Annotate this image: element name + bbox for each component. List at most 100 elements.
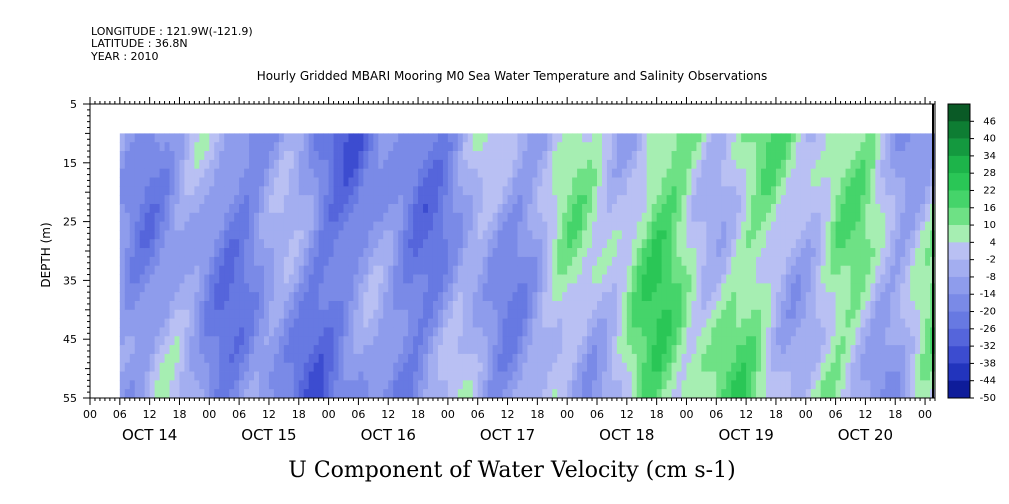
heatmap-cell <box>437 389 444 399</box>
heatmap-cell <box>259 274 265 284</box>
heatmap-cell <box>219 177 225 187</box>
heatmap-cell <box>761 203 767 214</box>
heatmap-cell <box>174 353 180 364</box>
heatmap-cell <box>522 151 528 161</box>
heatmap-cell <box>656 380 663 390</box>
heatmap-cell <box>721 159 727 170</box>
heatmap-cell <box>477 389 484 399</box>
heatmap-cell <box>343 159 349 170</box>
heatmap-cell <box>129 353 136 364</box>
heatmap-cell <box>174 265 180 275</box>
heatmap-cell <box>775 256 782 267</box>
heatmap-cell <box>358 133 364 143</box>
heatmap-cell <box>805 380 812 390</box>
heatmap-cell <box>244 195 250 205</box>
heatmap-cell <box>378 230 384 240</box>
heatmap-cell <box>363 230 369 240</box>
heatmap-cell <box>263 353 270 364</box>
heatmap-cell <box>547 186 553 196</box>
heatmap-cell <box>616 380 623 390</box>
heatmap-cell <box>661 256 667 267</box>
heatmap-cell <box>169 389 175 399</box>
heatmap-cell <box>283 195 290 205</box>
heatmap-cell <box>428 353 434 364</box>
heatmap-cell <box>383 318 389 328</box>
heatmap-cell <box>616 353 623 364</box>
heatmap-cell <box>840 212 846 222</box>
heatmap-cell <box>865 168 871 178</box>
heatmap-cell <box>502 318 508 328</box>
heatmap-cell <box>249 318 255 328</box>
heatmap-cell <box>780 380 787 390</box>
heatmap-cell <box>323 380 329 390</box>
heatmap-cell <box>179 186 185 196</box>
heatmap-cell <box>651 159 658 170</box>
heatmap-cell <box>756 168 762 178</box>
heatmap-cell <box>432 353 439 364</box>
heatmap-cell <box>388 221 394 231</box>
heatmap-cell <box>825 248 832 258</box>
heatmap-cell <box>149 380 156 390</box>
heatmap-cell <box>542 274 548 284</box>
heatmap-cell <box>119 327 126 337</box>
heatmap-cell <box>442 133 449 143</box>
heatmap-cell <box>711 151 717 161</box>
heatmap-cell <box>348 389 354 399</box>
heatmap-cell <box>726 362 732 372</box>
heatmap-cell <box>358 265 364 275</box>
heatmap-cell <box>527 265 533 275</box>
heatmap-cell <box>447 380 454 390</box>
heatmap-cell <box>840 221 846 231</box>
heatmap-cell <box>313 371 320 381</box>
heatmap-cell <box>303 203 310 214</box>
heatmap-cell <box>547 168 553 178</box>
heatmap-cell <box>457 212 464 222</box>
heatmap-cell <box>403 203 409 214</box>
heatmap-cell <box>885 318 891 328</box>
heatmap-cell <box>626 168 633 178</box>
heatmap-cell <box>925 142 931 152</box>
heatmap-cell <box>631 239 638 249</box>
heatmap-cell <box>254 283 260 293</box>
heatmap-cell <box>239 327 245 337</box>
heatmap-cell <box>582 265 588 275</box>
heatmap-cell <box>616 159 623 170</box>
heatmap-cell <box>870 265 876 275</box>
heatmap-cell <box>910 274 916 284</box>
heatmap-cell <box>696 221 702 231</box>
heatmap-cell <box>263 177 270 187</box>
heatmap-cell <box>368 230 374 240</box>
heatmap-cell <box>775 318 782 328</box>
heatmap-cell <box>388 292 394 302</box>
heatmap-cell <box>159 353 165 364</box>
heatmap-cell <box>462 362 469 372</box>
heatmap-cell <box>770 283 777 293</box>
heatmap-cell <box>587 265 593 275</box>
heatmap-cell <box>785 230 792 240</box>
heatmap-cell <box>358 256 364 267</box>
heatmap-cell <box>278 142 285 152</box>
longitude-label: LONGITUDE : 121.9W(-121.9) <box>91 25 253 38</box>
heatmap-cell <box>641 362 648 372</box>
heatmap-cell <box>467 336 474 346</box>
heatmap-cell <box>810 353 817 364</box>
heatmap-cell <box>825 177 832 187</box>
heatmap-cell <box>517 142 523 152</box>
heatmap-cell <box>199 327 205 337</box>
heatmap-cell <box>323 177 329 187</box>
heatmap-cell <box>557 300 563 311</box>
heatmap-cell <box>378 274 384 284</box>
heatmap-cell <box>492 309 498 320</box>
heatmap-cell <box>119 274 126 284</box>
heatmap-cell <box>467 353 474 364</box>
heatmap-cell <box>477 151 484 161</box>
heatmap-cell <box>159 168 165 178</box>
heatmap-cell <box>696 309 702 320</box>
heatmap-cell <box>338 389 344 399</box>
heatmap-cell <box>343 318 349 328</box>
heatmap-cell <box>800 362 807 372</box>
heatmap-cell <box>323 133 329 143</box>
heatmap-cell <box>423 353 429 364</box>
heatmap-cell <box>795 221 802 231</box>
heatmap-cell <box>398 371 404 381</box>
